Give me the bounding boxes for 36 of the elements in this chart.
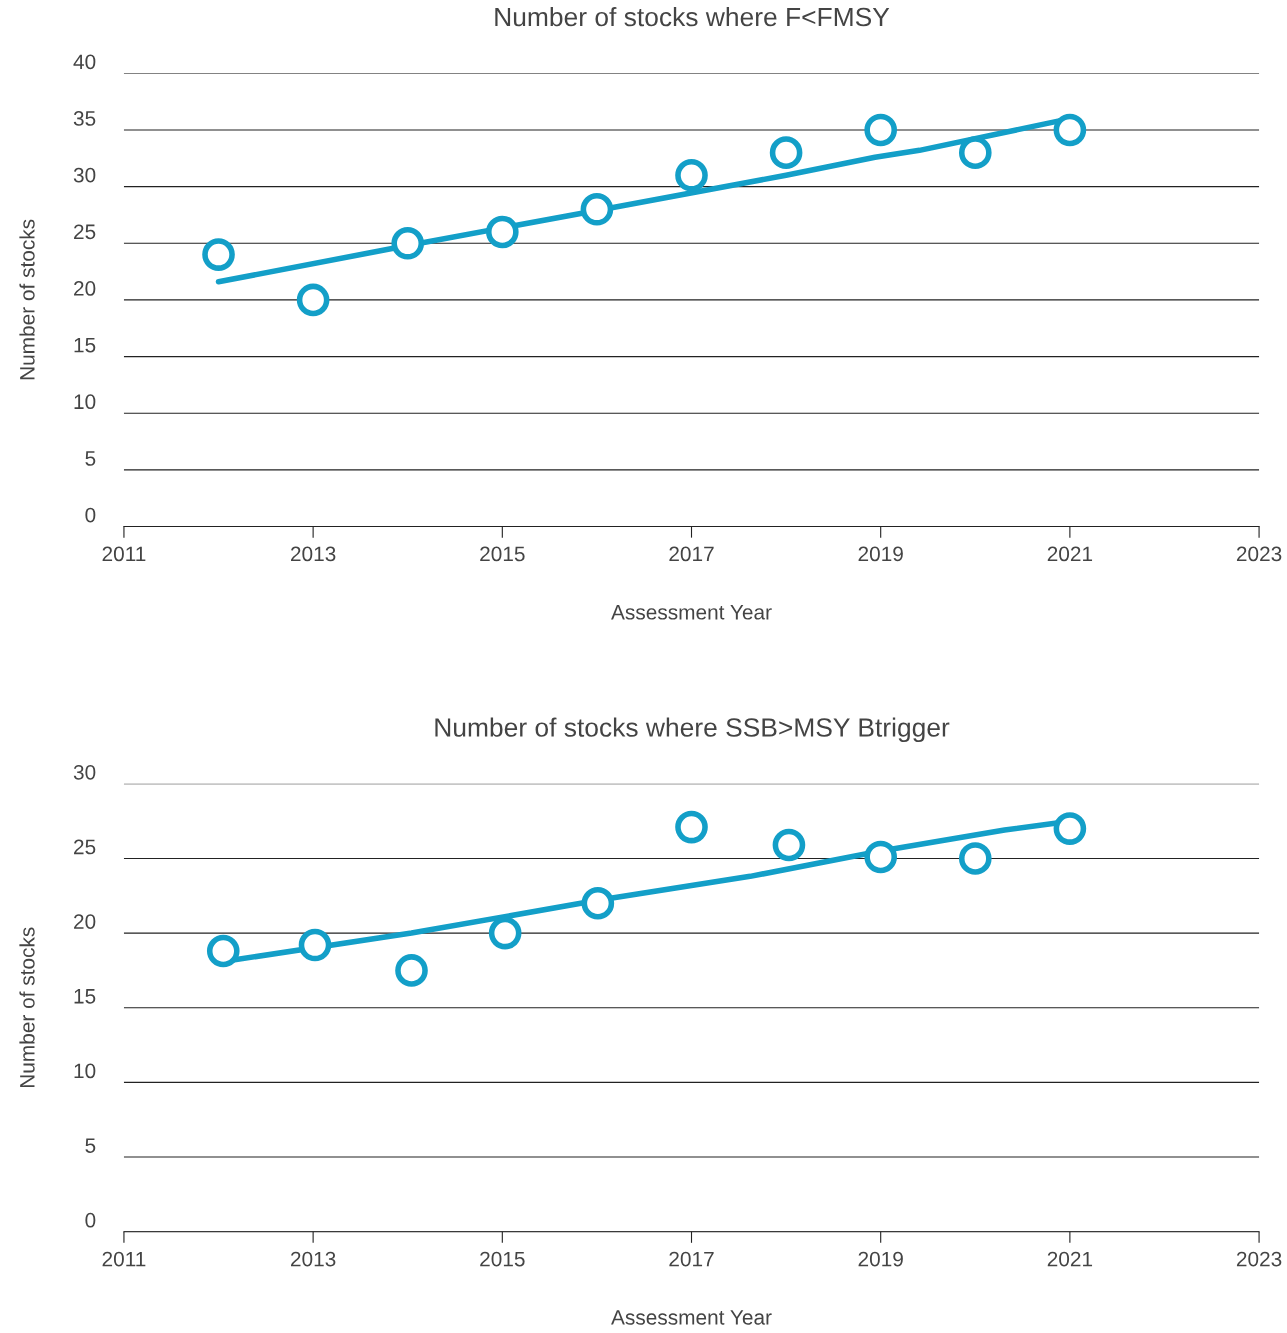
- x-tick-label: 2021: [1047, 546, 1093, 562]
- y-tick-label: 20: [74, 914, 96, 929]
- y-tick-label: 30: [73, 167, 96, 183]
- x-tick-label: 2023: [1236, 546, 1282, 562]
- x-tick-label: 2017: [669, 1251, 714, 1267]
- y-tick-label: 5: [85, 1138, 96, 1153]
- x-tick-label: 2013: [291, 1251, 336, 1267]
- y-tick-label: 20: [74, 281, 96, 296]
- y-tick-label: 25: [74, 839, 96, 855]
- x-tick-label: 2019: [858, 546, 903, 562]
- y-tick-label: 0: [85, 507, 96, 523]
- x-tick-label: 2021: [1047, 1251, 1093, 1267]
- y-tick-label: 40: [73, 54, 96, 70]
- y-tick-label: 30: [73, 764, 96, 780]
- chart-title: Number of stocks where F<FMSY: [495, 6, 890, 27]
- y-axis-title: Number of stocks: [19, 219, 35, 380]
- y-axis-title: Number of stocks: [19, 927, 35, 1088]
- chart-title: Number of stocks where SSB>MSY Btrigger: [435, 717, 950, 743]
- x-tick-label: 2017: [669, 546, 714, 562]
- x-axis-title: Assessment Year: [611, 1310, 772, 1325]
- y-tick-label: 35: [73, 111, 96, 126]
- y-tick-label: 15: [74, 989, 96, 1004]
- x-tick-label: 2015: [480, 546, 525, 562]
- x-axis-title: Assessment Year: [611, 605, 772, 620]
- x-tick-label: 2023: [1236, 1251, 1282, 1267]
- x-tick-label: 2011: [102, 1251, 146, 1267]
- y-tick-label: 0: [85, 1212, 96, 1228]
- y-tick-label: 10: [74, 394, 96, 410]
- x-tick-label: 2013: [291, 546, 336, 562]
- x-tick-label: 2011: [102, 546, 146, 562]
- y-tick-label: 10: [74, 1063, 96, 1079]
- y-tick-label: 25: [74, 224, 96, 240]
- y-tick-label: 15: [74, 337, 96, 353]
- x-tick-label: 2019: [858, 1251, 903, 1267]
- x-tick-label: 2015: [480, 1251, 525, 1267]
- y-tick-label: 5: [85, 451, 96, 466]
